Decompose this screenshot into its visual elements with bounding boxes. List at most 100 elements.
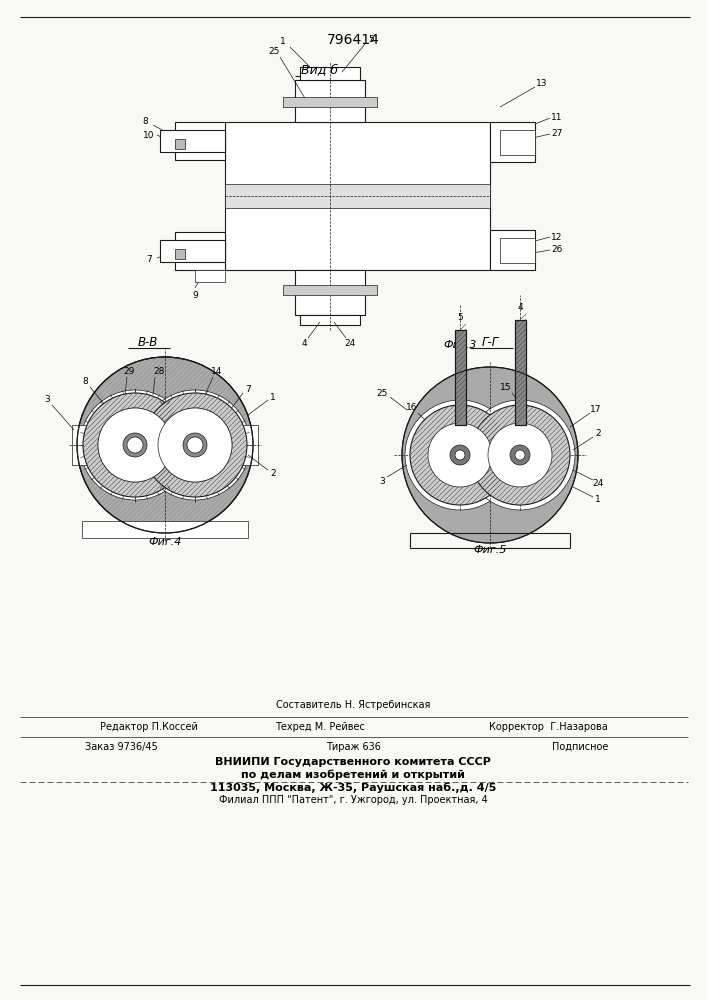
- Text: 113035, Москва, Ж-35, Раушская наб.,д. 4/5: 113035, Москва, Ж-35, Раушская наб.,д. 4…: [210, 783, 496, 793]
- Text: Фиг.4: Фиг.4: [148, 537, 182, 547]
- Bar: [515, 320, 526, 425]
- Text: 9: 9: [192, 290, 198, 300]
- Text: 1: 1: [595, 495, 601, 504]
- Text: 3: 3: [379, 477, 385, 486]
- Text: Филиал ППП "Патент", г. Ужгород, ул. Проектная, 4: Филиал ППП "Патент", г. Ужгород, ул. Про…: [218, 795, 487, 805]
- Polygon shape: [82, 521, 248, 538]
- Circle shape: [488, 423, 552, 487]
- Circle shape: [450, 445, 470, 465]
- Text: Подписное: Подписное: [551, 742, 608, 752]
- Text: 2: 2: [270, 468, 276, 478]
- Text: 24: 24: [592, 479, 604, 488]
- Text: 28: 28: [153, 367, 165, 376]
- Text: Г-Г: Г-Г: [481, 336, 498, 349]
- Text: Вид б: Вид б: [301, 64, 339, 77]
- Text: 13: 13: [536, 80, 548, 89]
- Text: 1: 1: [270, 392, 276, 401]
- Text: 8: 8: [82, 377, 88, 386]
- Polygon shape: [490, 122, 535, 162]
- Text: 17: 17: [590, 406, 602, 414]
- Circle shape: [143, 393, 247, 497]
- Polygon shape: [238, 425, 258, 465]
- Text: 5: 5: [368, 35, 374, 44]
- Text: 4: 4: [301, 340, 307, 349]
- Polygon shape: [160, 130, 225, 152]
- Polygon shape: [500, 130, 535, 155]
- Polygon shape: [175, 232, 225, 270]
- Circle shape: [77, 357, 253, 533]
- Polygon shape: [225, 184, 490, 208]
- Text: 14: 14: [211, 367, 223, 376]
- Text: В-В: В-В: [138, 336, 158, 349]
- Polygon shape: [283, 285, 377, 295]
- Text: 11: 11: [551, 113, 563, 122]
- Text: 26: 26: [551, 245, 563, 254]
- Circle shape: [127, 437, 143, 453]
- Text: 25: 25: [269, 47, 280, 56]
- Circle shape: [465, 400, 575, 510]
- Text: 2: 2: [595, 430, 601, 438]
- Circle shape: [470, 405, 570, 505]
- Polygon shape: [295, 80, 365, 122]
- Circle shape: [98, 408, 172, 482]
- Text: по делам изобретений и открытий: по делам изобретений и открытий: [241, 770, 465, 780]
- Bar: [455, 330, 466, 425]
- Polygon shape: [283, 97, 377, 107]
- Text: 8: 8: [142, 117, 148, 126]
- Text: Техред М. Рейвес: Техред М. Рейвес: [275, 722, 365, 732]
- Circle shape: [83, 393, 187, 497]
- Circle shape: [98, 408, 172, 482]
- Text: Редактор П.Коссей: Редактор П.Коссей: [100, 722, 198, 732]
- Polygon shape: [175, 122, 225, 160]
- Text: 3: 3: [44, 395, 50, 404]
- Text: Составитель Н. Ястребинская: Составитель Н. Ястребинская: [276, 700, 430, 710]
- Text: Фиг.5: Фиг.5: [473, 545, 507, 555]
- Polygon shape: [300, 67, 360, 80]
- Text: Корректор  Г.Назарова: Корректор Г.Назарова: [489, 722, 608, 732]
- Circle shape: [80, 390, 190, 500]
- Circle shape: [402, 367, 578, 543]
- Bar: [225, 122, 490, 270]
- Text: Тираж 636: Тираж 636: [325, 742, 380, 752]
- Polygon shape: [500, 238, 535, 263]
- Circle shape: [515, 450, 525, 460]
- Polygon shape: [72, 425, 92, 465]
- Circle shape: [140, 390, 250, 500]
- Bar: [515, 320, 526, 425]
- Text: 16: 16: [407, 403, 418, 412]
- Text: 29: 29: [123, 367, 135, 376]
- Text: 27: 27: [551, 129, 563, 138]
- Polygon shape: [195, 270, 225, 282]
- Polygon shape: [300, 315, 360, 325]
- Circle shape: [158, 408, 232, 482]
- Text: 25: 25: [376, 388, 387, 397]
- Circle shape: [158, 408, 232, 482]
- Bar: [175, 139, 185, 149]
- Bar: [455, 330, 466, 425]
- Text: 15: 15: [501, 383, 512, 392]
- Text: 10: 10: [144, 130, 155, 139]
- Text: 5: 5: [457, 314, 463, 322]
- Circle shape: [455, 450, 465, 460]
- Polygon shape: [295, 270, 365, 315]
- Text: Фиг.3: Фиг.3: [443, 340, 477, 350]
- Text: 796414: 796414: [327, 33, 380, 47]
- Polygon shape: [490, 230, 535, 270]
- Bar: [175, 249, 185, 259]
- Circle shape: [123, 433, 147, 457]
- Circle shape: [410, 405, 510, 505]
- Circle shape: [510, 445, 530, 465]
- Circle shape: [187, 437, 203, 453]
- Text: 24: 24: [344, 340, 356, 349]
- Circle shape: [428, 423, 492, 487]
- Text: 12: 12: [551, 232, 563, 241]
- Text: Заказ 9736/45: Заказ 9736/45: [85, 742, 158, 752]
- Polygon shape: [160, 240, 225, 262]
- Circle shape: [405, 400, 515, 510]
- Circle shape: [183, 433, 207, 457]
- Text: 7: 7: [245, 384, 251, 393]
- Text: 7: 7: [146, 255, 152, 264]
- Text: ВНИИПИ Государственного комитета СССР: ВНИИПИ Государственного комитета СССР: [215, 757, 491, 767]
- Text: 4: 4: [518, 304, 522, 312]
- Text: 1: 1: [280, 37, 286, 46]
